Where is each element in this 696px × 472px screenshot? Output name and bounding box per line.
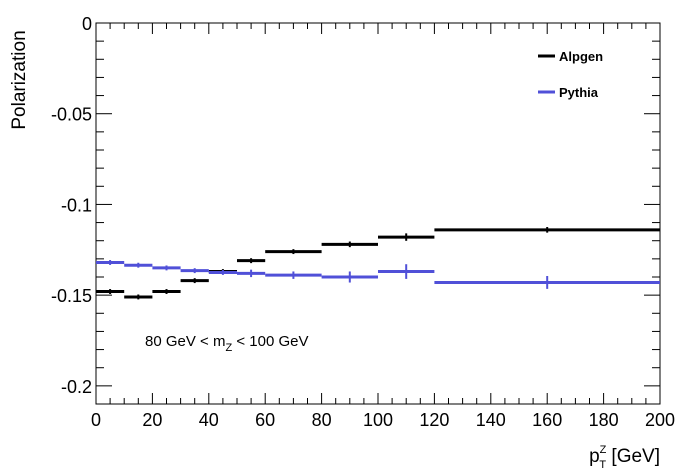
x-tick-label: 100 xyxy=(363,410,393,430)
legend: Alpgen Pythia xyxy=(538,49,603,100)
x-tick-label: 180 xyxy=(589,410,619,430)
x-axis-title: pZ T [GeV] xyxy=(589,444,660,471)
y-tick-label: -0.05 xyxy=(51,105,92,125)
y-axis-title: Polarization xyxy=(9,30,30,129)
x-tick-label: 0 xyxy=(91,410,101,430)
series-pythia xyxy=(96,260,660,289)
mass-range-annotation: 80 GeV < mZ < 100 GeV xyxy=(145,333,309,354)
annotation-post: < 100 GeV xyxy=(232,333,308,350)
x-tick-label: 120 xyxy=(419,410,449,430)
x-tick-label: 80 xyxy=(312,410,332,430)
x-tick-label: 140 xyxy=(476,410,506,430)
annotation-sub: Z xyxy=(225,342,232,354)
x-tick-label: 160 xyxy=(532,410,562,430)
x-tick-label: 60 xyxy=(255,410,275,430)
x-axis-title-sub: T xyxy=(599,459,606,471)
legend-label-alpgen: Alpgen xyxy=(559,49,603,64)
y-tick-label: -0.2 xyxy=(61,377,92,397)
y-tick-label: 0 xyxy=(82,14,92,34)
data-series xyxy=(96,227,660,300)
x-tick-label: 200 xyxy=(645,410,675,430)
y-tick-label: -0.15 xyxy=(51,286,92,306)
legend-label-pythia: Pythia xyxy=(559,85,599,100)
x-axis-title-unit: [GeV] xyxy=(606,446,660,467)
axis-ticks xyxy=(95,22,661,405)
x-axis-title-main: p xyxy=(589,446,600,467)
x-tick-label: 40 xyxy=(199,410,219,430)
annotation-pre: 80 GeV < m xyxy=(145,333,225,350)
x-tick-label: 20 xyxy=(142,410,162,430)
series-alpgen xyxy=(96,227,660,300)
y-tick-label: -0.1 xyxy=(61,195,92,215)
axis-tick-labels: 0 20 40 60 80 100 120 140 160 180 200 0 -0.05 -0.1 -0.… xyxy=(51,14,675,430)
x-axis-title-sup: Z xyxy=(600,444,607,456)
